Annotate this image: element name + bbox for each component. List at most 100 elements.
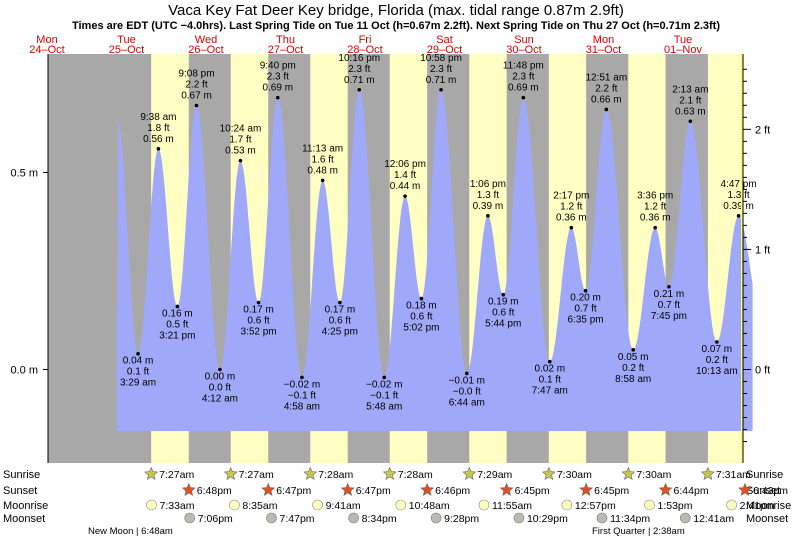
astro-legend: SunriseSunsetMoonriseMoonsetSunriseSunse…: [3, 469, 791, 525]
low-tide-label: 6:35 pm: [567, 315, 603, 326]
high-tide-label: 2.3 ft: [267, 72, 289, 83]
right-tick-label: 1 ft: [755, 244, 770, 256]
high-tide-label: 0.67 m: [181, 91, 212, 102]
low-tide-label: 0.6 ft: [247, 316, 269, 327]
low-tide-label: −0.0 ft: [453, 386, 481, 397]
high-tide-label: 2.1 ft: [679, 95, 701, 106]
sunrise-time: 7:29am: [477, 469, 512, 481]
low-tide-label: 0.19 m: [488, 297, 519, 308]
moonset-icon: [596, 512, 608, 524]
astro-events: 7:27am 7:27am 7:28am 7:28am 7:29am 7:30am 7:30…: [144, 466, 788, 525]
low-tide-label: 0.17 m: [243, 305, 274, 316]
low-tide-label: 0.05 m: [618, 352, 649, 363]
moonrise-icon: [561, 499, 573, 511]
tide-point: [667, 284, 671, 289]
sunrise-time: 7:28am: [318, 469, 353, 481]
tide-point: [583, 288, 588, 293]
tide-point: [238, 158, 243, 163]
day-name-label: Sun: [514, 34, 534, 46]
high-tide-label: 1.6 ft: [312, 154, 334, 165]
tide-point: [357, 87, 362, 92]
low-tide-label: 0.00 m: [205, 372, 236, 383]
high-tide-label: 1.2 ft: [560, 202, 582, 213]
sunrise-icon: [462, 466, 477, 480]
tide-point: [688, 119, 693, 124]
sunset-time: 6:45pm: [594, 485, 629, 497]
day-name-label: Fri: [359, 34, 372, 46]
tide-point: [439, 87, 443, 92]
moon-phase-first-quarter: First Quarter | 2:38am: [592, 526, 685, 537]
sunrise-icon: [382, 466, 397, 480]
day-headers: Mon24–OctTue25–OctWed26–OctThu27–OctFri2…: [29, 34, 702, 56]
day-date-label: 29–Oct: [427, 44, 462, 56]
high-tide-label: 0.69 m: [262, 83, 293, 94]
tide-point: [653, 225, 657, 230]
high-tide-label: 1.2 ft: [644, 202, 666, 213]
moonrise-icon: [395, 499, 407, 511]
sunset-time: 6:46pm: [435, 485, 470, 497]
legend-left-label: Sunset: [3, 485, 37, 497]
tide-point: [569, 225, 574, 230]
sunset-icon: [420, 482, 435, 496]
tide-point: [194, 103, 199, 108]
moonrise-time: 8:35am: [242, 500, 277, 512]
tide-point: [338, 300, 342, 305]
high-tide-label: 0.71 m: [344, 75, 375, 86]
low-tide-label: 0.6 ft: [410, 312, 432, 323]
high-tide-label: 2.3 ft: [512, 72, 534, 83]
high-tide-label: 1.3 ft: [727, 190, 749, 201]
low-tide-label: 7:45 pm: [651, 311, 687, 322]
plot-area: 0.04 m0.1 ft3:29 am9:38 am1.8 ft0.56 m0.…: [48, 53, 757, 463]
low-tide-label: 4:12 am: [202, 394, 238, 405]
left-axis: 0.0 m 0.5 m: [10, 54, 49, 463]
tide-point: [320, 178, 325, 183]
left-tick-label: 0.0 m: [10, 365, 38, 377]
high-tide-label: 0.63 m: [675, 106, 706, 117]
low-tide-label: 0.07 m: [702, 344, 733, 355]
legend-left-label: Moonrise: [3, 500, 48, 512]
moonrise-time: 11:55am: [492, 500, 532, 512]
high-tide-label: 2.3 ft: [430, 64, 452, 75]
sunrise-icon: [700, 466, 715, 480]
low-tide-label: 3:52 pm: [240, 327, 276, 338]
low-tide-label: 0.1 ft: [539, 375, 561, 386]
tide-point: [156, 147, 161, 151]
sunrise-time: 7:27am: [239, 469, 274, 481]
moonset-time: 11:34pm: [610, 513, 650, 525]
high-tide-label: 0.71 m: [426, 75, 457, 86]
sunrise-icon: [223, 466, 238, 480]
high-tide-label: 4:47 pm: [721, 179, 757, 190]
tide-point: [300, 375, 304, 380]
tide-point: [403, 194, 407, 198]
moonrise-time: 12:57pm: [575, 500, 616, 512]
high-tide-label: 0.56 m: [143, 134, 174, 145]
low-tide-label: 0.17 m: [325, 305, 356, 316]
tide-point: [715, 340, 719, 344]
low-tide-label: 0.02 m: [534, 364, 565, 375]
moonrise-time: 9:41am: [326, 500, 361, 512]
low-tide-label: −0.01 m: [449, 375, 485, 386]
high-tide-label: 1:06 pm: [470, 179, 506, 190]
sunset-time: 6:43pm: [753, 485, 788, 497]
day-date-label: 30–Oct: [506, 44, 541, 56]
sunrise-time: 7:27am: [159, 469, 194, 481]
sunrise-time: 7:30am: [557, 469, 592, 481]
moonrise-icon: [229, 499, 240, 511]
low-tide-label: 0.6 ft: [492, 308, 514, 319]
tide-point: [382, 375, 387, 380]
high-tide-label: 0.36 m: [640, 213, 671, 224]
moonset-icon: [184, 512, 196, 524]
low-tide-label: 7:47 am: [532, 386, 568, 397]
moonset-icon: [348, 512, 359, 524]
moonset-icon: [430, 512, 442, 524]
sunset-icon: [658, 482, 673, 496]
tide-point: [631, 348, 636, 352]
day-name-label: Tue: [674, 34, 693, 46]
sunrise-icon: [144, 466, 159, 480]
moonset-time: 10:29pm: [527, 513, 568, 525]
low-tide-label: 4:58 am: [284, 401, 320, 412]
high-tide-label: 2:13 am: [672, 84, 708, 95]
sunset-icon: [261, 482, 276, 496]
high-tide-label: 0.39 m: [473, 201, 504, 212]
low-tide-label: 0.5 ft: [166, 319, 188, 330]
